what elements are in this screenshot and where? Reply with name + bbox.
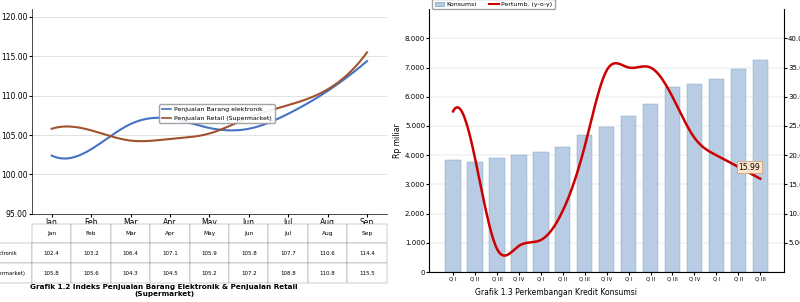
Bar [665, 87, 680, 272]
Text: 15.99: 15.99 [738, 163, 760, 172]
Text: Grafik 1.2 Indeks Penjualan Barang Elektronik & Penjualan Retail
(Supermarket): Grafik 1.2 Indeks Penjualan Barang Elekt… [30, 284, 298, 297]
Legend: Konsumsi, Pertumb. (y-o-y): Konsumsi, Pertumb. (y-o-y) [433, 0, 555, 9]
Bar [511, 155, 526, 272]
X-axis label: 2009: 2009 [199, 228, 220, 237]
Legend: Penjualan Barang elektronik, Penjualan Retail (Supermarket): Penjualan Barang elektronik, Penjualan R… [159, 104, 274, 123]
Bar [709, 79, 724, 272]
Text: Grafik 1.3 Perkembangan Kredit Konsumsi: Grafik 1.3 Perkembangan Kredit Konsumsi [475, 288, 637, 297]
Bar [577, 135, 592, 272]
Bar [730, 69, 746, 272]
Y-axis label: Rp miliar: Rp miliar [393, 123, 402, 158]
Bar [555, 147, 570, 272]
Bar [467, 162, 482, 272]
Bar [490, 158, 505, 272]
Bar [643, 104, 658, 272]
Bar [533, 152, 549, 272]
Bar [686, 84, 702, 272]
Bar [599, 127, 614, 272]
Bar [446, 160, 461, 272]
Bar [621, 116, 636, 272]
Bar [753, 60, 768, 272]
